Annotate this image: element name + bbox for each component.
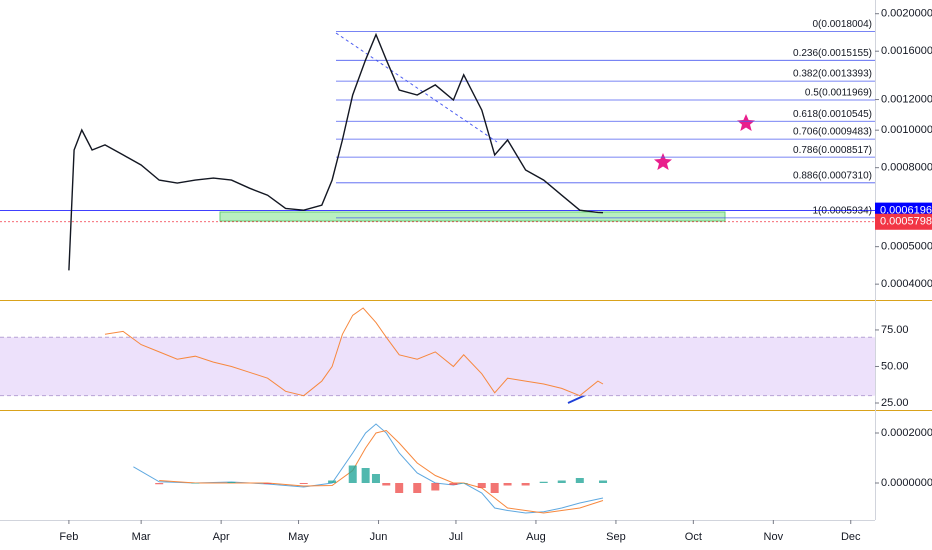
histogram-bar [413,483,422,493]
histogram-bar [490,483,499,493]
histogram-bar [449,483,458,485]
histogram-bar [227,482,236,483]
price-tag [875,213,932,230]
y-tick-label: 0.0004000 [881,278,932,290]
series-line [133,423,604,514]
fib-label: 0.786(0.0008517) [793,145,872,156]
rsi-band [0,337,875,396]
x-tick-label: Sep [606,531,626,543]
x-tick-label: Jul [449,531,463,543]
series-line [68,32,604,271]
fib-label: 0.618(0.0010545) [793,109,872,120]
support-zone [219,211,726,222]
histogram-bar [575,478,584,483]
histogram-bar [191,483,200,484]
x-tick-label: Aug [526,531,546,543]
fib-label: 0.236(0.0015155) [793,48,872,59]
y-tick-label: 0.0010000 [881,124,932,136]
y-tick-label: 75.00 [881,324,909,336]
fib-label: 0.886(0.0007310) [793,170,872,181]
x-tick-label: Nov [764,531,784,543]
x-tick-label: Mar [132,531,151,543]
price-tag-label: 0.0006196 [880,205,932,217]
x-tick-label: May [288,531,309,543]
x-tick-label: Oct [685,531,702,543]
y-tick-label: 0.0012000 [881,93,932,105]
fib-label: 0(0.0018004) [813,19,873,30]
y-tick-label: 0.0002000 [881,427,932,439]
x-tick-label: Jun [370,531,388,543]
histogram-bar [382,483,391,486]
histogram-bar [361,468,370,483]
y-tick-label: 0.0000000 [881,477,932,489]
histogram-bar [521,483,530,486]
fib-label: 0.706(0.0009483) [793,127,872,138]
fib-label: 0.382(0.0013393) [793,69,872,80]
x-tick-label: Apr [213,531,230,543]
x-tick-label: Dec [841,531,861,543]
y-tick-label: 25.00 [881,397,909,409]
y-tick-label: 0.0016000 [881,45,932,57]
y-tick-label: 0.0008000 [881,162,932,174]
histogram-bar [371,474,380,483]
fib-label: 1(0.0005934) [813,206,873,217]
histogram-bar [557,480,566,483]
histogram-bar [459,483,468,484]
histogram-bar [348,465,357,483]
star [654,153,672,170]
histogram-bar [503,483,512,486]
histogram-bar [599,480,608,483]
histogram-bar [299,483,308,484]
histogram-bar [395,483,404,493]
y-tick-label: 0.0005000 [881,241,932,253]
histogram-bar [155,483,164,485]
histogram-bar [431,483,440,491]
histogram-bar [539,481,548,483]
fib-label: 0.5(0.0011969) [805,88,872,99]
y-tick-label: 0.0020000 [881,8,932,20]
series-line [104,307,604,397]
fib-trend-line [335,32,498,143]
histogram-bar [263,483,272,484]
histogram-bar [477,483,486,488]
price-tag-label: 0.0005798 [880,216,932,228]
series-line [159,429,604,514]
y-tick-label: 50.00 [881,360,909,372]
x-tick-label: Feb [59,531,78,543]
star [737,114,755,131]
histogram-bar [328,480,337,483]
